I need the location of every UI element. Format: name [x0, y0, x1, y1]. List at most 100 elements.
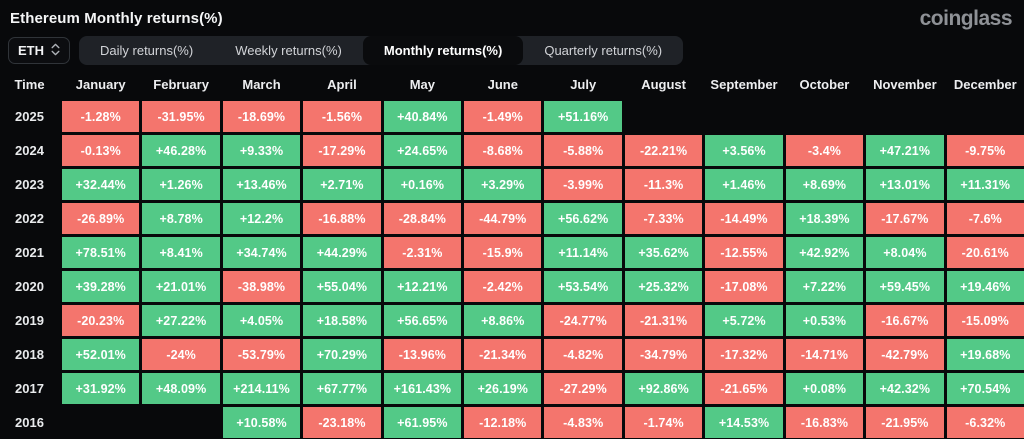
return-cell-2018-february: -24%: [142, 339, 220, 370]
return-cell-2020-july: +53.54%: [544, 271, 622, 302]
return-cell-2017-july: -27.29%: [544, 373, 622, 404]
table-row-2017: 2017 +31.92% +48.09% +214.11% +67.77% +161.43…: [0, 373, 1024, 404]
return-cell-2025-january: -1.28%: [62, 101, 140, 132]
year-label: 2024: [15, 143, 44, 158]
return-cell-2022-december: -7.6%: [946, 203, 1024, 234]
tab-daily-returns[interactable]: Daily returns(%): [100, 43, 194, 58]
return-cell-2025-august: [625, 101, 702, 132]
return-cell-2019-january: -20.23%: [62, 305, 140, 336]
return-cell-2021-december: -20.61%: [946, 237, 1024, 268]
return-cell-2022-october: +18.39%: [785, 203, 864, 234]
return-cell-2019-july: -24.77%: [544, 305, 622, 336]
tab-weekly-returns[interactable]: Weekly returns(%): [235, 43, 342, 58]
return-cell-2024-september: +3.56%: [705, 135, 783, 166]
return-cell-2016-october: -16.83%: [785, 407, 864, 438]
table-row-2019: 2019 -20.23% +27.22% +4.05% +18.58% +56.65% +8…: [0, 305, 1024, 336]
table-row-2022: 2022 -26.89% +8.78% +12.2% -16.88% -28.84% -44…: [0, 203, 1024, 234]
return-cell-2021-may: -2.31%: [383, 237, 462, 268]
return-cell-2019-august: -21.31%: [624, 305, 703, 336]
tab-monthly-returns[interactable]: Monthly returns(%): [362, 36, 524, 65]
column-header-december: December: [953, 77, 1017, 92]
return-cell-2019-april: +18.58%: [303, 305, 381, 336]
return-cell-2016-april: -23.18%: [303, 407, 381, 438]
return-cell-2016-july: -4.83%: [544, 407, 622, 438]
return-cell-2024-august: -22.21%: [624, 135, 703, 166]
return-cell-2023-august: -11.3%: [624, 169, 703, 200]
return-cell-2017-december: +70.54%: [946, 373, 1024, 404]
return-cell-2019-june: +8.86%: [464, 305, 542, 336]
return-cell-2024-november: +47.21%: [866, 135, 944, 166]
return-cell-2017-january: +31.92%: [62, 373, 140, 404]
return-cell-2024-may: +24.65%: [383, 135, 462, 166]
return-cell-2018-december: +19.68%: [946, 339, 1024, 370]
return-cell-2020-october: +7.22%: [785, 271, 864, 302]
return-cell-2023-may: +0.16%: [383, 169, 462, 200]
return-cell-2017-march: +214.11%: [222, 373, 301, 404]
return-cell-2021-february: +8.41%: [142, 237, 220, 268]
return-cell-2023-november: +13.01%: [866, 169, 944, 200]
return-cell-2020-march: -38.98%: [222, 271, 301, 302]
return-cell-2021-january: +78.51%: [62, 237, 140, 268]
column-header-september: September: [710, 77, 778, 92]
return-cell-2025-november: [866, 101, 943, 132]
return-cell-2016-november: -21.95%: [866, 407, 944, 438]
returns-tabbar: Daily returns(%) Weekly returns(%) Monthly…: [79, 36, 684, 65]
year-label: 2020: [15, 279, 44, 294]
return-cell-2016-february: [142, 407, 219, 438]
updown-chevron-icon: [51, 43, 60, 59]
return-cell-2022-september: -14.49%: [705, 203, 783, 234]
coinglass-logo: coinglass: [919, 6, 1013, 30]
return-cell-2017-november: +42.32%: [866, 373, 944, 404]
table-header-row: Time January February March April May June July…: [0, 71, 1024, 98]
return-cell-2023-february: +1.26%: [142, 169, 220, 200]
return-cell-2023-june: +3.29%: [464, 169, 542, 200]
return-cell-2024-february: +46.28%: [142, 135, 220, 166]
return-cell-2025-march: -18.69%: [222, 101, 301, 132]
return-cell-2023-april: +2.71%: [303, 169, 381, 200]
return-cell-2019-november: -16.67%: [866, 305, 944, 336]
column-header-may: May: [409, 77, 436, 92]
return-cell-2019-october: +0.53%: [785, 305, 864, 336]
return-cell-2021-october: +42.92%: [785, 237, 864, 268]
column-header-january: January: [75, 77, 126, 92]
table-body: 2025 -1.28% -31.95% -18.69% -1.56% +40.84% -1.…: [0, 101, 1024, 438]
column-header-february: February: [153, 77, 209, 92]
table-row-2023: 2023 +32.44% +1.26% +13.46% +2.71% +0.16% +3.2…: [0, 169, 1024, 200]
symbol-select[interactable]: ETH: [8, 37, 70, 64]
year-label: 2016: [15, 415, 44, 430]
return-cell-2019-september: +5.72%: [705, 305, 783, 336]
page-title: Ethereum Monthly returns(%): [10, 10, 223, 27]
return-cell-2016-december: -6.32%: [946, 407, 1024, 438]
return-cell-2019-may: +56.65%: [383, 305, 462, 336]
return-cell-2018-october: -14.71%: [785, 339, 864, 370]
return-cell-2016-march: +10.58%: [222, 407, 301, 438]
return-cell-2022-july: +56.62%: [544, 203, 622, 234]
year-label: 2025: [15, 109, 44, 124]
return-cell-2016-june: -12.18%: [464, 407, 542, 438]
column-header-november: November: [873, 77, 937, 92]
return-cell-2017-september: -21.65%: [705, 373, 783, 404]
return-cell-2018-april: +70.29%: [303, 339, 381, 370]
symbol-select-value: ETH: [18, 43, 44, 58]
column-header-march: March: [242, 77, 281, 92]
top-bar: Ethereum Monthly returns(%) coinglass: [0, 0, 1024, 33]
return-cell-2020-april: +55.04%: [303, 271, 381, 302]
return-cell-2017-february: +48.09%: [142, 373, 220, 404]
return-cell-2020-may: +12.21%: [383, 271, 462, 302]
column-header-october: October: [799, 77, 850, 92]
return-cell-2021-april: +44.29%: [303, 237, 381, 268]
return-cell-2021-june: -15.9%: [464, 237, 542, 268]
return-cell-2023-december: +11.31%: [946, 169, 1024, 200]
return-cell-2019-february: +27.22%: [142, 305, 220, 336]
return-cell-2025-july: +51.16%: [544, 101, 622, 132]
return-cell-2024-march: +9.33%: [222, 135, 301, 166]
return-cell-2017-june: +26.19%: [464, 373, 542, 404]
return-cell-2022-march: +12.2%: [222, 203, 301, 234]
tab-quarterly-returns[interactable]: Quarterly returns(%): [544, 43, 663, 58]
return-cell-2018-may: -13.96%: [383, 339, 462, 370]
return-cell-2023-july: -3.99%: [544, 169, 622, 200]
return-cell-2025-may: +40.84%: [383, 101, 462, 132]
return-cell-2018-january: +52.01%: [62, 339, 140, 370]
return-cell-2020-february: +21.01%: [142, 271, 220, 302]
return-cell-2023-october: +8.69%: [785, 169, 864, 200]
